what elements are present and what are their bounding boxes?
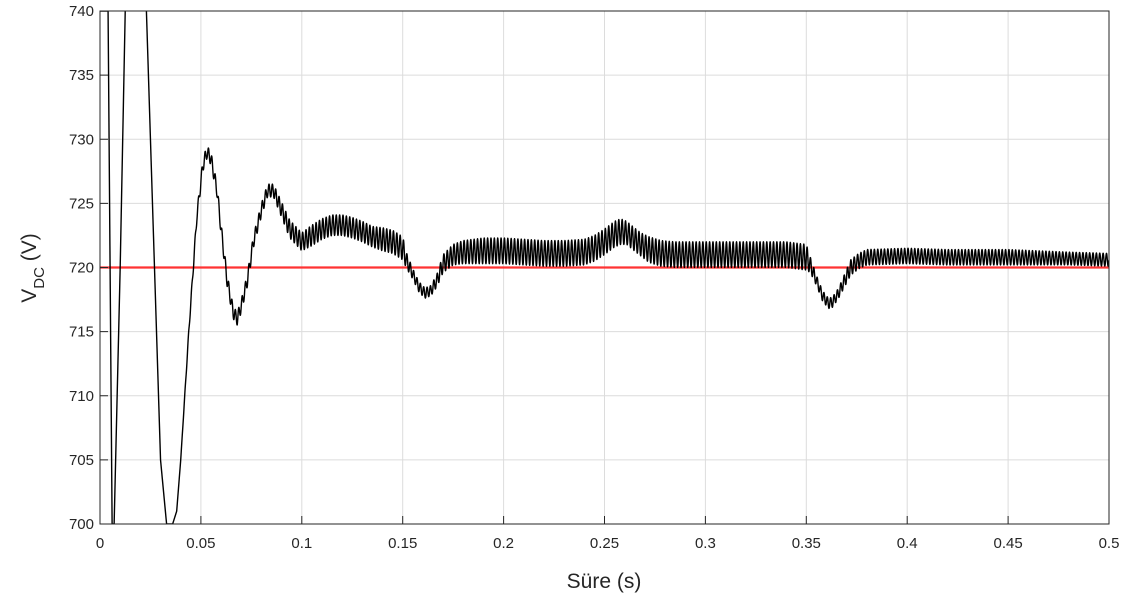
- vdc-series-line: [100, 11, 1109, 524]
- x-tick-label: 0.4: [897, 535, 918, 552]
- x-tick-label: 0.2: [493, 535, 514, 552]
- y-axis-label-main: V: [18, 289, 41, 303]
- y-axis-ticks: 700 705 710 715 720 725 730 735 740: [69, 3, 108, 533]
- x-tick-label: 0.3: [695, 535, 716, 552]
- x-tick-label: 0.45: [993, 535, 1022, 552]
- x-tick-label: 0.1: [291, 535, 312, 552]
- y-tick-label: 720: [69, 260, 94, 277]
- y-tick-label: 735: [69, 67, 94, 84]
- x-tick-label: 0.5: [1099, 535, 1120, 552]
- y-tick-label: 730: [69, 131, 94, 148]
- y-tick-label: 725: [69, 195, 94, 212]
- series-layer: [100, 11, 1109, 524]
- x-axis-label: Süre (s): [567, 570, 642, 593]
- y-tick-label: 705: [69, 452, 94, 469]
- x-tick-label: 0.35: [792, 535, 821, 552]
- y-tick-label: 740: [69, 3, 94, 20]
- y-tick-label: 710: [69, 388, 94, 405]
- x-tick-label: 0.25: [590, 535, 619, 552]
- y-axis-label: VDC (V): [18, 233, 48, 303]
- x-tick-label: 0: [96, 535, 104, 552]
- y-axis-label-unit: (V): [18, 233, 41, 267]
- y-tick-label: 715: [69, 324, 94, 341]
- y-axis-label-subscript: DC: [31, 267, 48, 289]
- grid: [100, 11, 1109, 524]
- x-tick-label: 0.05: [186, 535, 215, 552]
- x-axis-ticks: 0 0.05 0.1 0.15 0.2 0.25 0.3 0.35 0.4 0.45 0.5: [96, 516, 1120, 552]
- y-tick-label: 700: [69, 516, 94, 533]
- x-tick-label: 0.15: [388, 535, 417, 552]
